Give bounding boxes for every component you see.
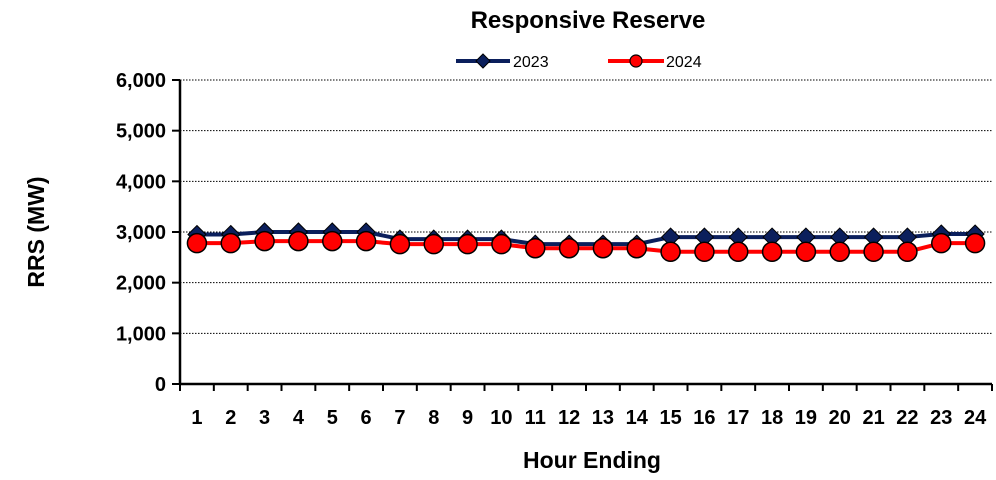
x-tick-label: 6	[361, 407, 372, 429]
y-tick-labels: 0 1,000 2,000 3,000 4,000 5,000 6,000	[116, 70, 166, 396]
x-tick-label: 18	[761, 407, 783, 429]
data-point-2024	[457, 233, 478, 255]
data-point-2024	[660, 241, 681, 263]
data-point-2024	[525, 237, 546, 259]
x-tick-label: 8	[428, 407, 439, 429]
data-point-2024	[558, 237, 580, 259]
legend-item-2023: 2023	[456, 53, 549, 71]
data-point-2024	[761, 241, 783, 263]
y-axis-title: RRS (MW)	[23, 176, 49, 287]
data-point-2024	[592, 237, 614, 259]
series-layer	[186, 222, 986, 263]
y-tick-label: 3,000	[116, 222, 166, 244]
x-tick-label: 14	[626, 407, 649, 429]
x-tick-label: 12	[558, 407, 580, 429]
data-point-2024	[288, 230, 309, 252]
x-tick-label: 16	[693, 407, 715, 429]
x-tick-label: 23	[930, 407, 952, 429]
data-point-2024	[491, 233, 512, 255]
chart-title: Responsive Reserve	[471, 7, 706, 34]
grid-lines	[180, 79, 992, 334]
x-tick-label: 21	[862, 407, 884, 429]
y-tick-label: 6,000	[116, 70, 166, 92]
legend-label-2023: 2023	[513, 54, 549, 71]
legend-item-2024: 2024	[608, 54, 702, 71]
data-point-2024	[728, 241, 749, 263]
x-tick-labels: 1 2 3 4 5 6 7 8 9 10 11 12 13 14 15 16 17 18 19 20 21 22 23 24	[191, 407, 987, 429]
x-tick-label: 2	[225, 407, 236, 429]
axes	[172, 79, 993, 391]
data-point-2024	[254, 230, 275, 252]
data-point-2024	[694, 241, 715, 263]
data-point-2024	[897, 241, 918, 263]
x-tick-label: 24	[964, 407, 987, 429]
data-point-2024	[220, 232, 241, 254]
x-tick-label: 3	[259, 407, 270, 429]
x-tick-label: 4	[293, 407, 305, 429]
x-axis-title: Hour Ending	[523, 447, 661, 473]
legend-label-2024: 2024	[666, 54, 702, 71]
legend-marker-2023	[475, 53, 491, 69]
x-tick-label: 10	[490, 407, 512, 429]
x-tick-label: 19	[795, 407, 817, 429]
x-tick-label: 11	[525, 407, 546, 429]
data-point-2024	[795, 241, 817, 263]
x-tick-label: 5	[327, 407, 338, 429]
x-tick-label: 13	[592, 407, 614, 429]
legend-marker-2024	[629, 54, 643, 68]
x-tick-label: 22	[896, 407, 918, 429]
x-tick-label: 17	[727, 407, 749, 429]
y-tick-label: 4,000	[116, 171, 166, 193]
data-point-2024	[389, 233, 411, 255]
y-tick-label: 0	[155, 374, 166, 396]
data-point-2024	[626, 237, 647, 259]
data-point-2024	[964, 232, 986, 254]
y-tick-label: 1,000	[116, 323, 166, 345]
x-tick-label: 20	[829, 407, 851, 429]
data-point-2024	[322, 230, 343, 252]
data-point-2024	[863, 241, 884, 263]
y-tick-label: 2,000	[116, 273, 166, 295]
legend: 2023 2024	[456, 53, 702, 71]
x-tick-label: 9	[462, 407, 473, 429]
x-tick-label: 1	[191, 407, 202, 429]
data-point-2024	[355, 230, 377, 252]
data-point-2024	[829, 241, 850, 263]
data-point-2024	[931, 232, 952, 254]
data-point-2024	[423, 233, 444, 255]
y-tick-label: 5,000	[116, 121, 166, 143]
x-tick-label: 15	[659, 407, 681, 429]
data-point-2024	[186, 232, 208, 254]
x-tick-label: 7	[394, 407, 405, 429]
